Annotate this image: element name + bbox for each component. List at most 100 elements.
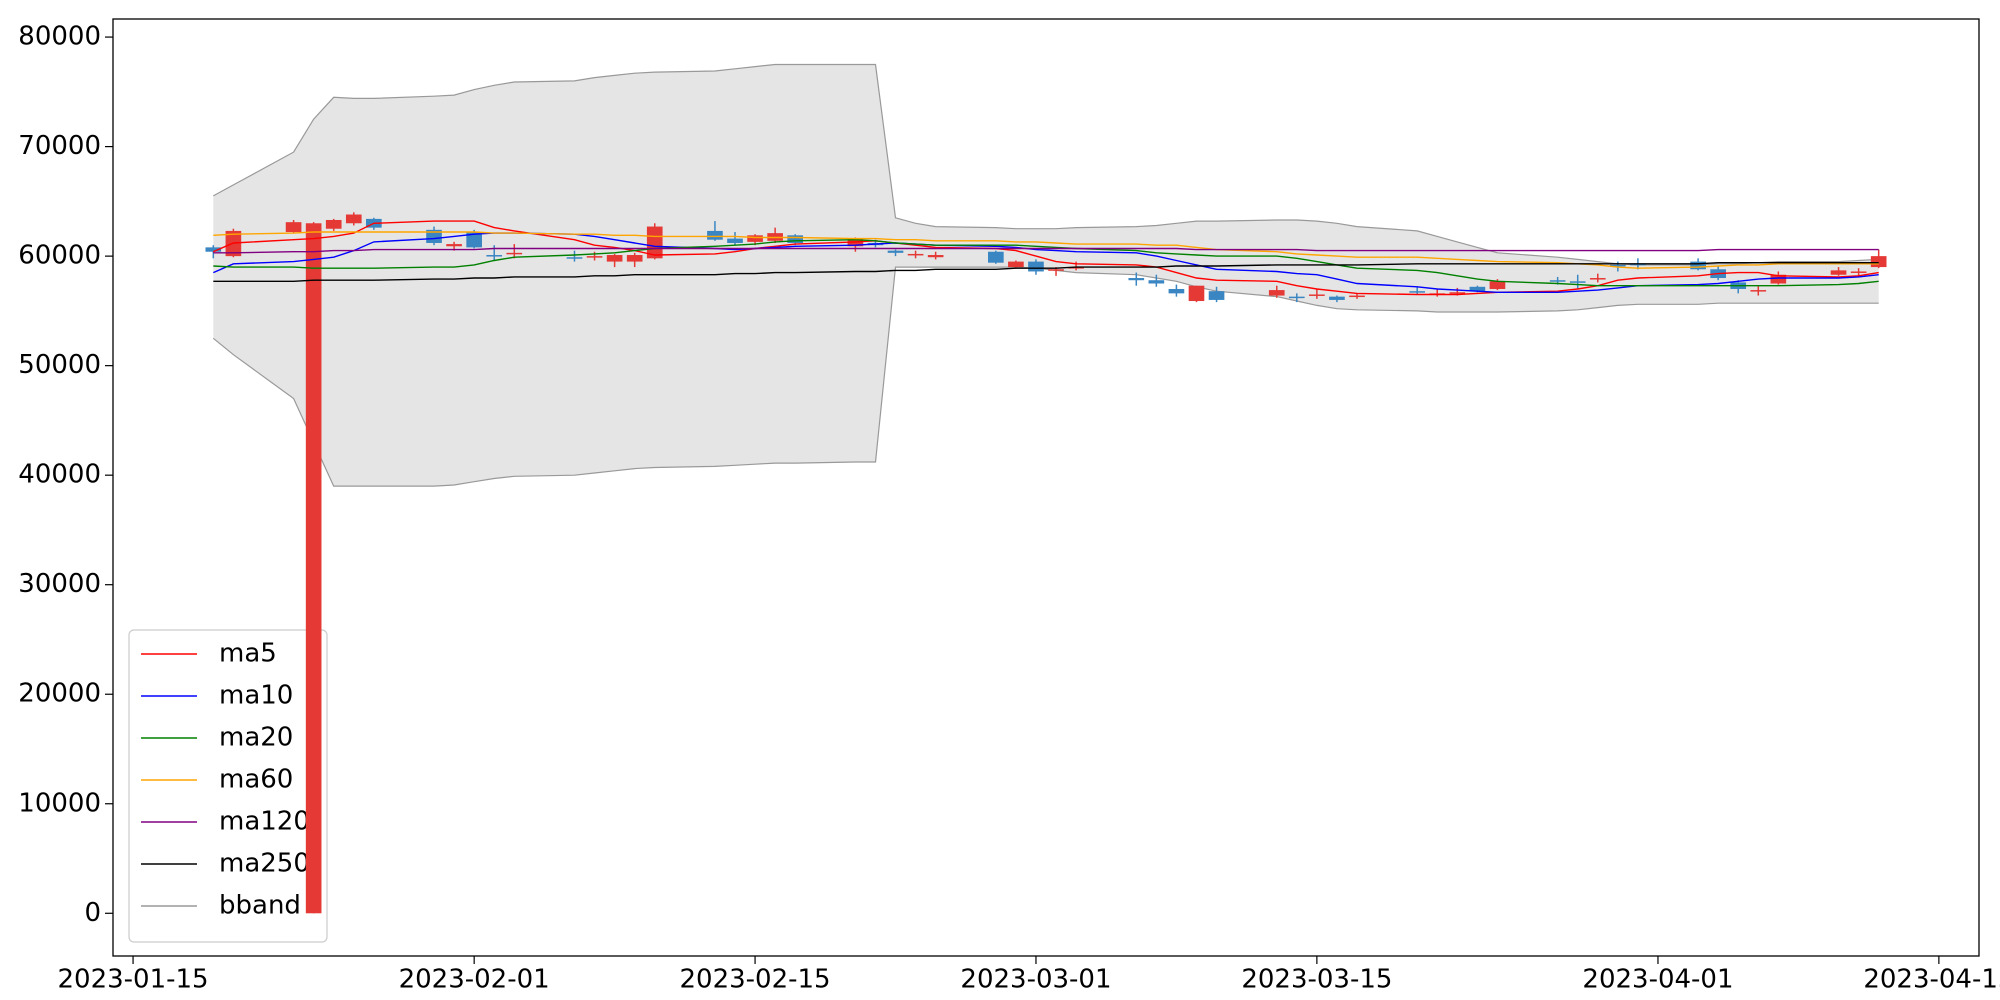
candle-body (205, 247, 222, 252)
x-tick-label: 2023-04-15 (1863, 965, 2000, 995)
candle-body (1128, 278, 1145, 281)
candle (1589, 273, 1606, 283)
candle (325, 218, 342, 231)
candle (1028, 259, 1044, 275)
candle (486, 245, 503, 261)
bband-fill (213, 64, 1879, 487)
candle (1329, 295, 1345, 303)
candle (1268, 285, 1285, 298)
candle (1188, 285, 1205, 303)
candle-body (907, 253, 924, 256)
candle (1569, 274, 1586, 289)
candle (907, 250, 924, 259)
candle-body (787, 235, 804, 243)
ma-line (213, 220, 1879, 296)
candle-body (646, 226, 663, 259)
candle-body (446, 244, 462, 247)
candle-body (1469, 286, 1486, 292)
candle (1288, 293, 1305, 303)
candle (345, 212, 362, 226)
candle (988, 250, 1004, 264)
plot-frame (112, 18, 1980, 957)
candle-body (1850, 271, 1867, 273)
y-tick-label: 0 (84, 898, 101, 928)
candle (1168, 284, 1185, 297)
candle (787, 234, 804, 246)
x-tick-label: 2023-04-01 (1582, 965, 1733, 995)
candle (466, 229, 482, 249)
candle (1128, 272, 1145, 286)
candle (927, 251, 944, 260)
ma-line (213, 247, 1879, 254)
legend: ma5 ma10 ma20 ma60 ma120 ma250 bband (128, 629, 328, 943)
candle-body (566, 257, 583, 259)
candle-body (1630, 263, 1646, 266)
bband-line (213, 63, 1879, 266)
candle-body (626, 255, 643, 262)
legend-label: ma60 (219, 765, 293, 795)
candle-body (1288, 296, 1305, 299)
candle-body (1449, 292, 1466, 294)
candle (1309, 288, 1325, 299)
candle-body (1309, 294, 1325, 296)
y-tick-label: 70000 (18, 131, 101, 161)
candle (285, 219, 302, 234)
candle (426, 226, 442, 246)
candle-body (466, 232, 482, 248)
candle-body (345, 214, 362, 224)
legend-label: bband (219, 891, 301, 921)
x-tick-label: 2023-03-15 (1241, 965, 1392, 995)
candle (566, 250, 583, 262)
candle (1068, 261, 1084, 271)
candle (506, 244, 523, 259)
candle-body (1569, 281, 1586, 283)
candle-body (1349, 295, 1365, 298)
candle-body (1268, 290, 1285, 296)
candle-body (586, 256, 603, 258)
candle-body (426, 229, 442, 243)
candle (1409, 286, 1426, 295)
legend-label: ma10 (219, 681, 293, 711)
candle-body (1068, 267, 1084, 269)
y-tick-label: 40000 (18, 460, 101, 490)
candle-body (486, 255, 503, 257)
y-tick-label: 20000 (18, 679, 101, 709)
candle-body (1489, 281, 1506, 289)
ma-line (213, 238, 1879, 287)
ma-line (213, 262, 1879, 282)
candle-body (1770, 274, 1787, 284)
candle-body (1148, 280, 1165, 284)
candle (1008, 260, 1024, 269)
candle-body (305, 223, 322, 914)
candle (1870, 249, 1887, 269)
x-tick-label: 2023-02-01 (399, 965, 550, 995)
candle-body (1549, 280, 1566, 282)
candle (626, 252, 643, 268)
y-tick-label: 50000 (18, 350, 101, 380)
legend-label: ma20 (219, 723, 293, 753)
candle-body (1690, 261, 1706, 270)
candle (1830, 267, 1847, 276)
y-tick-label: 80000 (18, 22, 101, 52)
candle-body (1589, 278, 1606, 280)
candle-body (506, 252, 523, 255)
legend-label: ma120 (219, 807, 310, 837)
candle-body (325, 219, 342, 229)
candle-body (1409, 291, 1426, 293)
candle-body (1048, 269, 1064, 271)
candle-body (747, 235, 763, 242)
candle-body (988, 251, 1004, 263)
candle (707, 221, 723, 241)
x-tick-label: 2023-02-15 (680, 965, 831, 995)
candle (606, 253, 623, 268)
candle-body (927, 255, 944, 258)
candle (1349, 293, 1365, 299)
candle-body (606, 255, 623, 262)
candle-body (1188, 285, 1205, 302)
x-tick-label: 2023-03-01 (960, 965, 1111, 995)
candle (1148, 274, 1165, 287)
candle-body (1028, 261, 1044, 272)
legend-label: ma250 (219, 849, 310, 879)
candle (1208, 286, 1225, 303)
